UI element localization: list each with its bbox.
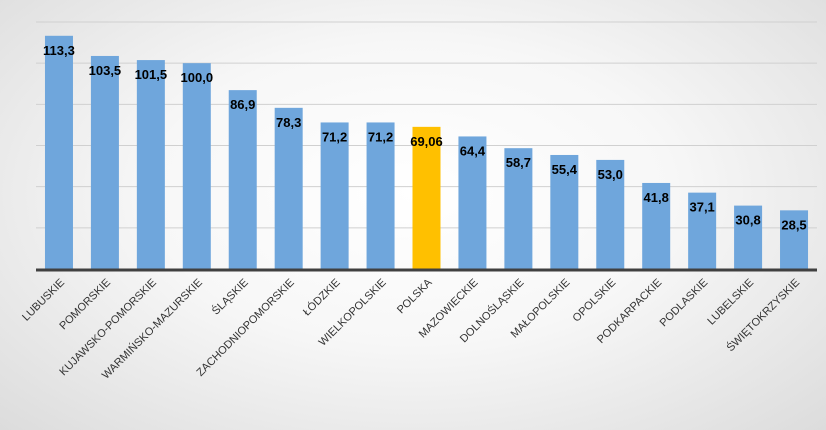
data-label: 53,0 bbox=[598, 167, 623, 182]
bar bbox=[182, 63, 211, 269]
tick-label: KUJAWSKO-POMORSKIE bbox=[57, 277, 159, 379]
bar bbox=[320, 122, 349, 270]
data-labels: 113,3 103,5 101,5 100,0 86,9 78,3 71,2 71,2 69,0… bbox=[43, 43, 807, 233]
data-label: 69,06 bbox=[410, 134, 443, 149]
bar bbox=[642, 182, 671, 269]
data-label: 64,4 bbox=[460, 143, 486, 158]
data-label: 55,4 bbox=[552, 162, 578, 177]
bar bbox=[550, 154, 579, 269]
data-label: 41,8 bbox=[644, 190, 669, 205]
bar bbox=[780, 210, 809, 269]
data-label: 103,5 bbox=[89, 63, 122, 78]
tick-label: ŚLĄSKIE bbox=[209, 276, 251, 318]
bar bbox=[458, 136, 487, 269]
data-label: 71,2 bbox=[322, 129, 347, 144]
tick-label: ŁÓDZKIE bbox=[300, 276, 342, 318]
bar bbox=[366, 122, 395, 270]
data-label: 86,9 bbox=[230, 97, 255, 112]
tick-label: LUBUSKIE bbox=[20, 277, 67, 324]
bar bbox=[274, 107, 303, 270]
data-label: 78,3 bbox=[276, 115, 301, 130]
tick-label: PODLASKIE bbox=[658, 277, 711, 330]
data-label: 113,3 bbox=[43, 43, 75, 58]
bar bbox=[228, 90, 257, 270]
bars bbox=[44, 35, 809, 270]
data-label: 37,1 bbox=[689, 200, 714, 215]
data-label: 71,2 bbox=[368, 129, 393, 144]
bar bbox=[688, 192, 717, 269]
data-label: 28,5 bbox=[781, 217, 806, 232]
tick-label: LUBELSKIE bbox=[705, 277, 756, 328]
tick-label: ZACHODNIOPOMORSKIE bbox=[195, 277, 297, 379]
data-label: 30,8 bbox=[735, 213, 760, 228]
bar bbox=[44, 35, 73, 269]
bar bbox=[90, 55, 119, 270]
tick-label: POLSKA bbox=[395, 276, 435, 316]
bar bbox=[596, 159, 625, 269]
bar bbox=[136, 60, 165, 270]
bar bbox=[504, 148, 533, 269]
bar bbox=[412, 126, 441, 269]
data-label: 100,0 bbox=[181, 70, 214, 85]
x-tick-labels: LUBUSKIEPOMORSKIEKUJAWSKO-POMORSKIEWARMI… bbox=[20, 276, 802, 382]
bar bbox=[734, 205, 763, 269]
data-label: 58,7 bbox=[506, 155, 531, 170]
tick-label: OPOLSKIE bbox=[571, 277, 619, 325]
data-label: 101,5 bbox=[135, 67, 168, 82]
